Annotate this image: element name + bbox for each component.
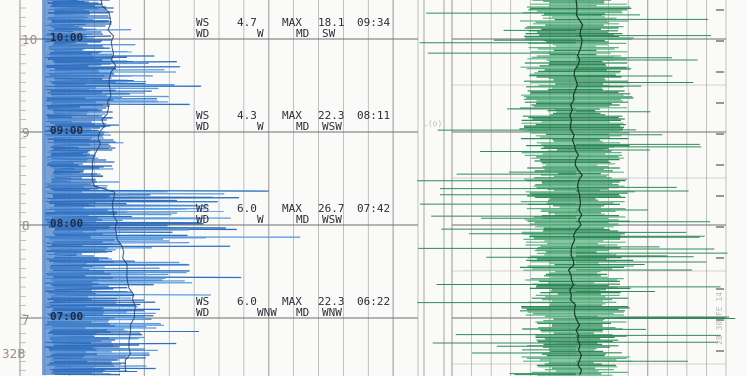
bottom-left-label: 32B: [2, 347, 26, 361]
hour-time-label: 08:00: [50, 217, 83, 230]
hour-summary-line1-field: 4.3: [237, 109, 257, 122]
hour-summary-line1-field: WS: [196, 109, 209, 122]
hour-summary-line2-field: WD: [196, 213, 209, 226]
hour-summary-line2-field: MD: [296, 213, 309, 226]
wind-direction-mean: [567, 0, 584, 376]
hour-summary-line2-field: MD: [296, 27, 309, 40]
wind-speed-stroke: [46, 241, 190, 244]
hour-summary-line1-field: MAX: [282, 202, 302, 215]
hour-summary-line1-field: 07:42: [357, 202, 390, 215]
hour-summary-line2-field: W: [257, 120, 264, 133]
hour-summary-line1-field: 26.7: [318, 202, 345, 215]
hour-summary-line1-field: WS: [196, 16, 209, 29]
hour-summary-line2-field: W: [257, 27, 264, 40]
right-edge-faint-text: 28 30 FE 14: [715, 292, 724, 345]
hour-summary-line1-field: 6.0: [237, 295, 257, 308]
hour-time-label: 07:00: [50, 310, 83, 323]
edge-hour-number: 9: [22, 126, 30, 140]
hour-summary-line2-field: WD: [196, 306, 209, 319]
wind-speed-stroke: [45, 305, 138, 308]
wind-speed-stroke: [54, 28, 97, 31]
hour-summary-line1-field: 18.1: [318, 16, 345, 29]
hour-summary-line1-field: MAX: [282, 16, 302, 29]
hour-summary-line1-field: WS: [196, 295, 209, 308]
edge-hour-number: 8: [22, 219, 30, 233]
hour-summary-line1-field: MAX: [282, 295, 302, 308]
wind-speed-stroke: [53, 308, 161, 311]
edge-hour-number: 10: [22, 33, 37, 47]
wind-speed-mean: [91, 0, 136, 373]
hour-summary-line2-field: WSW: [322, 120, 342, 133]
wind-speed-stroke: [47, 273, 169, 276]
wind-speed-stroke: [47, 297, 118, 300]
hour-summary-line1-field: MAX: [282, 109, 302, 122]
hour-summary-line2-field: WSW: [322, 213, 342, 226]
hour-summary-line1-field: 08:11: [357, 109, 390, 122]
wind-speed-stroke: [53, 276, 242, 279]
hour-summary-line1-field: 22.3: [318, 109, 345, 122]
hour-summary-line1-field: 22.3: [318, 295, 345, 308]
wind-speed-stroke: [45, 217, 203, 220]
hour-summary-line1-field: WS: [196, 202, 209, 215]
hour-summary-line2-field: W: [257, 213, 264, 226]
hour-summary-line1-field: 06:22: [357, 295, 390, 308]
hour-summary-line1-field: 09:34: [357, 16, 390, 29]
hour-summary-line2-field: MD: [296, 306, 309, 319]
wind-speed-stroke: [54, 228, 237, 231]
hour-summary-line1-field: 4.7: [237, 16, 257, 29]
right-panel-label: L(o): [423, 119, 442, 128]
hour-summary-line2-field: WD: [196, 27, 209, 40]
wind-speed-stroke: [49, 337, 139, 340]
edge-hour-number: 7: [22, 313, 30, 327]
hour-summary-line2-field: MD: [296, 120, 309, 133]
hour-time-label: 09:00: [50, 124, 83, 137]
hour-summary-line2-field: SW: [322, 27, 336, 40]
hour-time-label: 10:00: [50, 31, 83, 44]
hour-summary-line2-field: WNW: [257, 306, 277, 319]
hour-summary-line2-field: WD: [196, 120, 209, 133]
hour-summary-line1-field: 6.0: [237, 202, 257, 215]
hour-summary-line2-field: WNW: [322, 306, 342, 319]
